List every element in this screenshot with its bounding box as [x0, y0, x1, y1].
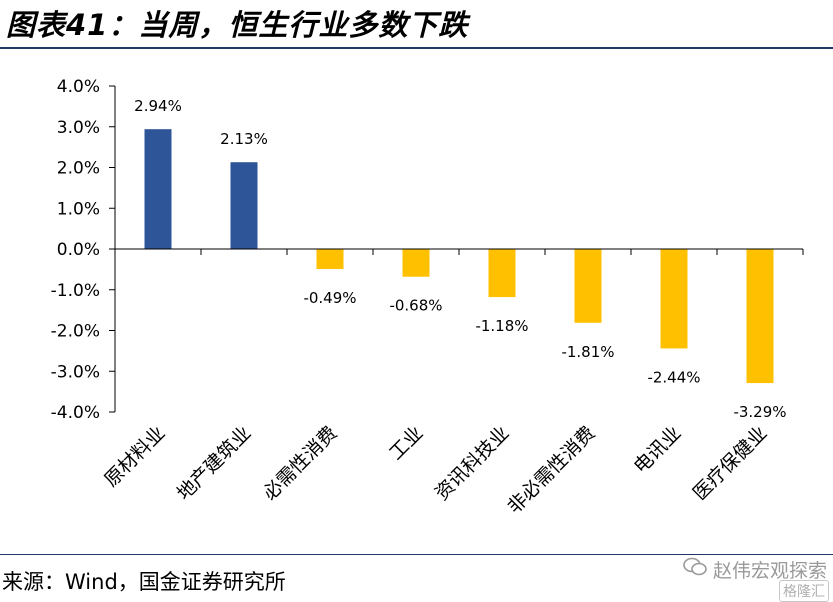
bar [574, 249, 602, 323]
data-label: -0.68% [389, 297, 442, 315]
bar [660, 249, 688, 349]
y-tick-label: 2.0% [57, 159, 100, 179]
category-label: 地产建筑业 [173, 422, 256, 505]
category-label: 资讯科技业 [431, 422, 514, 505]
category-label: 非必需性消费 [503, 422, 599, 518]
wechat-icon [683, 557, 707, 582]
data-label: 2.94% [134, 97, 182, 115]
header-divider [0, 47, 833, 49]
y-tick-label: 1.0% [57, 199, 100, 219]
category-label: 原材料业 [100, 422, 169, 491]
chart-title: 图表41：当周，恒生行业多数下跌 [6, 8, 469, 42]
data-label: -3.29% [733, 403, 786, 421]
data-label: 2.13% [220, 130, 268, 148]
y-tick-label: -4.0% [51, 403, 100, 423]
watermark-text: 赵伟宏观探索 [712, 560, 827, 582]
bar [402, 249, 430, 277]
data-label: -1.81% [561, 343, 614, 361]
source-note: 来源：Wind，国金证券研究所 [2, 570, 286, 594]
data-label: -2.44% [647, 368, 700, 386]
y-tick-label: -3.0% [51, 362, 100, 382]
y-tick-label: 3.0% [57, 118, 100, 138]
data-label: -0.49% [303, 289, 356, 307]
footer-divider [0, 554, 833, 555]
category-label: 必需性消费 [259, 422, 342, 505]
bar [488, 249, 516, 298]
y-tick-label: 0.0% [57, 240, 100, 260]
watermark: 赵伟宏观探索 [683, 556, 827, 583]
data-label: -1.18% [475, 317, 528, 335]
category-label: 医疗保健业 [689, 422, 772, 505]
y-tick-label: 4.0% [57, 77, 100, 97]
watermark-badge: 格隆汇 [779, 580, 829, 602]
y-tick-label: -1.0% [51, 281, 100, 301]
category-label: 工业 [385, 422, 427, 464]
bar [316, 249, 344, 269]
y-tick-label: -2.0% [51, 322, 100, 342]
bar [230, 162, 258, 249]
bar [746, 249, 774, 384]
bar-chart: 4.0% 3.0% 2.0% 1.0% 0.0% -1.0% -2.0% -3.0% -4.0%… [51, 77, 804, 518]
category-label: 电讯业 [630, 422, 686, 478]
bar [144, 129, 172, 249]
